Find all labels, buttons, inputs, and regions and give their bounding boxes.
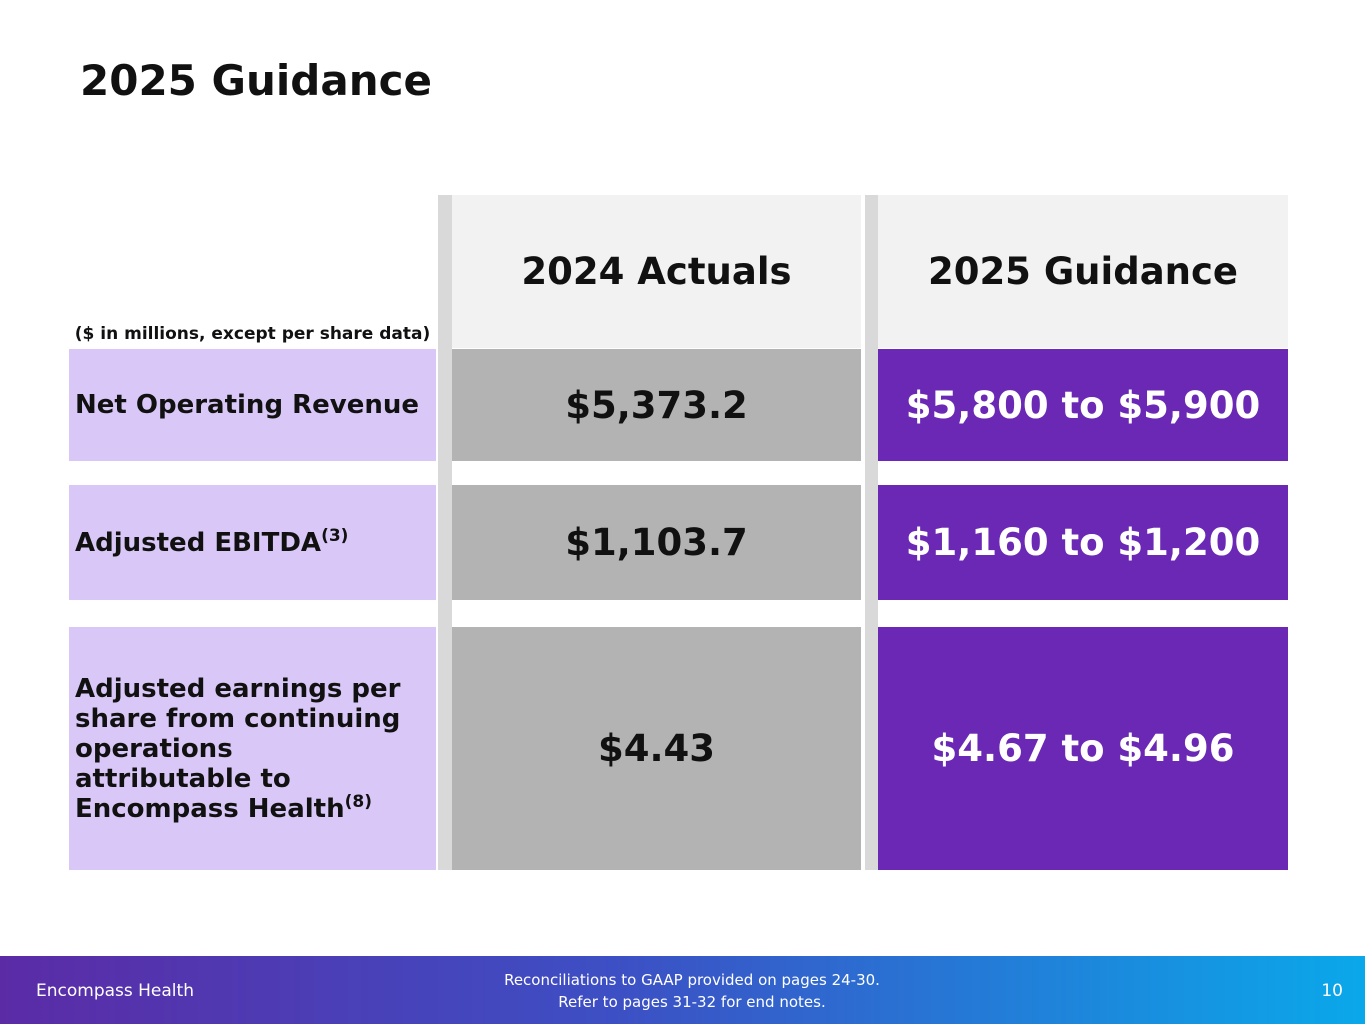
note-line: Reconciliations to GAAP provided on page…: [504, 971, 880, 989]
actual-value: $5,373.2: [452, 349, 861, 461]
company-name: Encompass Health: [36, 981, 194, 1001]
row-label: Adjusted EBITDA(3): [69, 485, 436, 600]
guidance-value: $5,800 to $5,900: [878, 349, 1288, 461]
label-text: Adjusted EBITDA: [75, 527, 322, 558]
footer: Encompass Health Reconciliations to GAAP…: [0, 956, 1365, 1024]
footnote: (8): [344, 791, 372, 812]
unit-note: ($ in millions, except per share data): [74, 324, 431, 344]
footnote: (3): [321, 525, 349, 546]
row-label: Net Operating Revenue: [69, 349, 436, 461]
actual-value: $4.43: [452, 627, 861, 870]
note-line: Refer to pages 31-32 for end notes.: [558, 993, 826, 1011]
column-header: 2025 Guidance: [878, 195, 1288, 348]
page-number: 10: [1321, 981, 1343, 1001]
column-divider: [438, 195, 452, 870]
guidance-value: $1,160 to $1,200: [878, 485, 1288, 600]
footer-note: Reconciliations to GAAP provided on page…: [392, 969, 992, 1013]
label-text: Adjusted earnings per share from continu…: [75, 673, 401, 824]
guidance-value: $4.67 to $4.96: [878, 627, 1288, 870]
row-label: Adjusted earnings per share from continu…: [69, 627, 436, 870]
actual-value: $1,103.7: [452, 485, 861, 600]
label-text: Net Operating Revenue: [75, 390, 419, 420]
slide-title: 2025 Guidance: [80, 56, 432, 105]
column-divider: [865, 195, 878, 870]
column-header: 2024 Actuals: [452, 195, 861, 348]
